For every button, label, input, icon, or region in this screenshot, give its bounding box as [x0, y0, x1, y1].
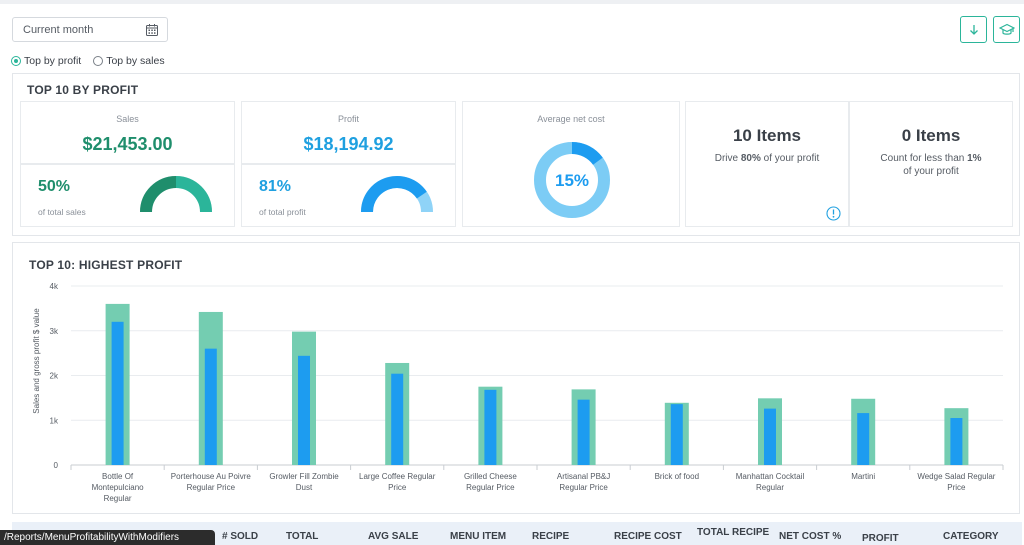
th-recipe[interactable]: RECIPE	[532, 531, 570, 542]
x-tick-label: Martini	[851, 472, 875, 481]
x-tick-label: Regular Price	[187, 483, 236, 492]
radio-unchecked-icon	[93, 56, 104, 66]
bar-profit[interactable]	[111, 321, 124, 465]
top10-profit-panel: TOP 10 BY PROFIT Sales $21,453.00 50% of…	[12, 73, 1020, 236]
radio-top-by-profit[interactable]: Top by profit	[11, 55, 81, 67]
chart-y-axis-label: Sales and gross profit $ value	[32, 308, 41, 414]
bar-profit[interactable]	[764, 408, 776, 465]
chart-title: TOP 10: HIGHEST PROFIT	[29, 258, 183, 272]
items-drive-desc: Drive 80% of your profit	[714, 153, 820, 164]
highest-profit-panel: TOP 10: HIGHEST PROFIT Sales and gross p…	[12, 242, 1020, 514]
radio-top-by-sales-label: Top by sales	[106, 55, 165, 67]
x-tick-label: Regular Price	[559, 483, 608, 492]
sales-gauge	[140, 176, 212, 213]
x-tick-label: Artisanal PB&J	[557, 472, 610, 481]
sales-value: $21,453.00	[82, 134, 173, 154]
y-tick-label: 2k	[50, 372, 59, 381]
x-tick-label: Grilled Cheese	[464, 472, 517, 481]
th-total-recipe[interactable]: TOTAL RECIPE	[697, 527, 770, 538]
x-tick-label: Regular	[104, 494, 132, 503]
bar-profit[interactable]	[298, 355, 310, 465]
x-tick-label: Bottle Of	[102, 472, 134, 481]
items-less-desc: Count for less than 1% of your profit	[880, 153, 982, 177]
sales-share-card: 50% of total sales	[20, 164, 235, 227]
avg-net-cost-donut: 15%	[534, 142, 610, 218]
y-tick-label: 3k	[50, 327, 59, 336]
profit-card: Profit $18,194.92	[241, 101, 456, 164]
y-tick-label: 4k	[50, 282, 59, 291]
sales-label: Sales	[116, 114, 139, 124]
th-profit[interactable]: PROFIT	[862, 533, 899, 544]
th-sold[interactable]: # SOLD	[222, 531, 259, 542]
bar-profit[interactable]	[857, 413, 870, 465]
avg-net-cost-card: Average net cost 15%	[462, 101, 680, 227]
profit-label: Profit	[337, 114, 359, 124]
info-icon[interactable]	[826, 206, 841, 221]
avg-net-cost-label: Average net cost	[537, 114, 605, 124]
y-tick-label: 0	[54, 461, 59, 470]
x-tick-label: Growler Fill Zombie	[269, 472, 339, 481]
sales-card: Sales $21,453.00	[20, 101, 235, 164]
bar-profit[interactable]	[577, 399, 590, 465]
bar-profit[interactable]	[204, 348, 217, 465]
avg-net-cost-value: 15%	[555, 171, 589, 190]
x-tick-label: Large Coffee Regular	[359, 472, 436, 481]
th-total[interactable]: TOTAL	[286, 531, 319, 542]
x-tick-label: Wedge Salad Regular	[917, 472, 995, 481]
x-tick-label: Porterhouse Au Poivre	[171, 472, 252, 481]
profit-share-card: 81% of total profit	[241, 164, 456, 227]
learn-button[interactable]	[993, 16, 1020, 43]
x-tick-label: Price	[388, 483, 407, 492]
top10-profit-title: TOP 10 BY PROFIT	[27, 83, 139, 97]
th-net-cost-pct[interactable]: NET COST %	[779, 531, 842, 542]
top-by-radio-group: Top by profit Top by sales	[11, 55, 165, 67]
th-avg-sale[interactable]: AVG SALE	[368, 531, 419, 542]
graduation-cap-icon	[998, 23, 1015, 35]
top-strip	[0, 0, 1024, 4]
th-recipe-cost[interactable]: RECIPE COST	[614, 531, 682, 542]
items-less-title: 0 Items	[901, 126, 961, 145]
items-drive-title: 10 Items	[732, 126, 802, 145]
date-range-value: Current month	[23, 23, 94, 36]
bar-profit[interactable]	[391, 373, 404, 465]
bar-profit[interactable]	[484, 389, 497, 465]
th-menu-item[interactable]: MENU ITEM	[450, 531, 507, 542]
highest-profit-chart: Sales and gross profit $ value 0 1k 2k 3k 4k…	[32, 282, 1004, 503]
profit-pct-label: of total profit	[259, 207, 306, 217]
x-tick-label: Brick of food	[655, 472, 699, 481]
radio-top-by-sales[interactable]: Top by sales	[93, 55, 165, 67]
x-tick-label: Price	[947, 483, 966, 492]
download-button[interactable]	[960, 16, 987, 43]
x-tick-label: Dust	[296, 483, 313, 492]
bar-profit[interactable]	[950, 418, 963, 465]
calendar-icon[interactable]	[145, 23, 159, 37]
x-tick-label: Manhattan Cocktail	[736, 472, 805, 481]
radio-checked-icon	[11, 56, 21, 66]
profit-value: $18,194.92	[303, 134, 394, 154]
th-category[interactable]: CATEGORY	[943, 531, 999, 542]
bar-profit[interactable]	[670, 404, 683, 465]
x-tick-label: Montepulciano	[92, 483, 145, 492]
items-drive-card: 10 Items Drive 80% of your profit	[685, 101, 849, 227]
items-less-card: 0 Items Count for less than 1% of your pr…	[849, 101, 1013, 227]
profit-pct: 81%	[259, 178, 292, 195]
sales-pct-label: of total sales	[38, 207, 86, 217]
date-range-input[interactable]: Current month	[12, 17, 168, 42]
y-tick-label: 1k	[50, 416, 59, 425]
sales-pct: 50%	[38, 178, 71, 195]
profit-gauge	[361, 176, 433, 213]
download-icon	[969, 24, 978, 35]
x-tick-label: Regular	[756, 483, 784, 492]
table-header-row: # SOLD TOTAL AVG SALE MENU ITEM RECIPE R…	[12, 522, 1022, 545]
x-tick-label: Regular Price	[466, 483, 515, 492]
status-url-tooltip: /Reports/MenuProfitabilityWithModifiers	[0, 530, 215, 545]
radio-top-by-profit-label: Top by profit	[24, 55, 82, 67]
